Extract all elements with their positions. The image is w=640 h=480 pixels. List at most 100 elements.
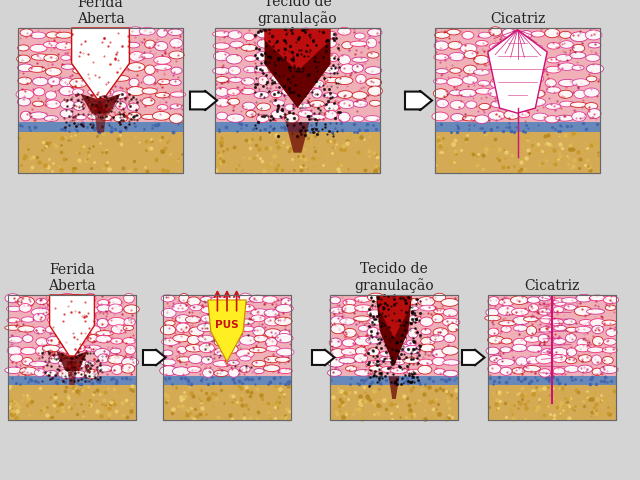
Ellipse shape (88, 65, 101, 71)
Ellipse shape (228, 31, 242, 39)
Bar (215, 132, 380, 173)
Ellipse shape (143, 75, 156, 85)
Ellipse shape (239, 356, 251, 361)
Ellipse shape (36, 298, 47, 304)
Ellipse shape (444, 334, 456, 343)
Bar (18, 122, 183, 132)
Ellipse shape (213, 303, 230, 312)
Ellipse shape (241, 319, 254, 324)
Ellipse shape (497, 359, 515, 366)
Ellipse shape (160, 366, 178, 375)
Ellipse shape (113, 91, 127, 99)
Ellipse shape (339, 112, 350, 122)
Ellipse shape (33, 313, 45, 322)
Ellipse shape (239, 304, 254, 312)
Ellipse shape (227, 88, 240, 96)
Ellipse shape (20, 367, 37, 375)
Ellipse shape (214, 339, 228, 346)
Ellipse shape (108, 317, 125, 326)
Ellipse shape (536, 354, 553, 364)
Ellipse shape (239, 293, 252, 302)
Ellipse shape (352, 92, 367, 99)
Ellipse shape (299, 88, 312, 93)
Ellipse shape (45, 325, 62, 334)
Ellipse shape (561, 298, 578, 303)
Ellipse shape (140, 27, 155, 35)
Ellipse shape (70, 78, 87, 87)
Ellipse shape (84, 369, 99, 379)
Ellipse shape (264, 356, 280, 363)
Ellipse shape (254, 369, 264, 373)
Ellipse shape (177, 357, 191, 362)
Ellipse shape (600, 365, 618, 373)
Ellipse shape (460, 44, 477, 53)
Ellipse shape (462, 116, 477, 121)
Ellipse shape (311, 66, 323, 74)
Bar (215, 122, 380, 132)
Ellipse shape (56, 42, 74, 50)
Ellipse shape (515, 42, 532, 52)
Ellipse shape (123, 337, 136, 344)
Ellipse shape (430, 335, 444, 342)
Ellipse shape (96, 331, 113, 336)
Ellipse shape (352, 64, 364, 72)
Ellipse shape (285, 56, 296, 61)
Ellipse shape (459, 89, 477, 97)
Ellipse shape (70, 359, 87, 368)
Ellipse shape (98, 300, 109, 306)
Ellipse shape (574, 90, 586, 98)
Ellipse shape (520, 31, 532, 38)
Ellipse shape (538, 308, 550, 315)
Bar (163, 295, 291, 420)
Ellipse shape (564, 305, 576, 310)
Ellipse shape (285, 66, 296, 72)
Ellipse shape (197, 324, 214, 332)
Ellipse shape (420, 344, 435, 352)
Ellipse shape (170, 114, 183, 123)
Ellipse shape (145, 40, 156, 48)
Ellipse shape (501, 326, 511, 333)
Ellipse shape (254, 66, 271, 73)
Ellipse shape (273, 100, 285, 106)
Ellipse shape (241, 78, 255, 85)
Ellipse shape (531, 31, 545, 37)
Ellipse shape (380, 356, 396, 362)
Ellipse shape (476, 88, 492, 94)
Ellipse shape (516, 357, 528, 366)
Ellipse shape (540, 326, 553, 333)
Ellipse shape (420, 317, 433, 326)
Ellipse shape (211, 297, 227, 302)
Ellipse shape (518, 111, 530, 118)
Ellipse shape (110, 348, 121, 354)
Ellipse shape (605, 305, 616, 311)
Ellipse shape (69, 309, 86, 315)
Ellipse shape (33, 77, 48, 85)
Ellipse shape (588, 347, 604, 353)
Ellipse shape (502, 28, 516, 37)
Bar (8, 385, 136, 420)
Ellipse shape (16, 89, 34, 99)
Ellipse shape (242, 102, 255, 110)
Ellipse shape (490, 78, 503, 88)
Ellipse shape (396, 334, 406, 344)
Ellipse shape (141, 114, 157, 120)
Ellipse shape (10, 354, 23, 362)
Ellipse shape (486, 347, 499, 355)
Ellipse shape (407, 299, 419, 304)
Ellipse shape (545, 79, 556, 87)
Ellipse shape (227, 305, 244, 314)
Ellipse shape (355, 370, 372, 376)
Ellipse shape (476, 40, 488, 46)
Ellipse shape (142, 88, 157, 94)
Ellipse shape (352, 57, 368, 62)
Ellipse shape (365, 67, 381, 74)
Ellipse shape (592, 368, 602, 375)
Ellipse shape (553, 307, 564, 313)
Ellipse shape (366, 38, 377, 48)
Ellipse shape (271, 74, 283, 84)
Ellipse shape (169, 51, 184, 59)
Ellipse shape (513, 325, 528, 331)
Ellipse shape (201, 315, 214, 322)
Ellipse shape (584, 88, 599, 97)
Ellipse shape (20, 111, 31, 121)
